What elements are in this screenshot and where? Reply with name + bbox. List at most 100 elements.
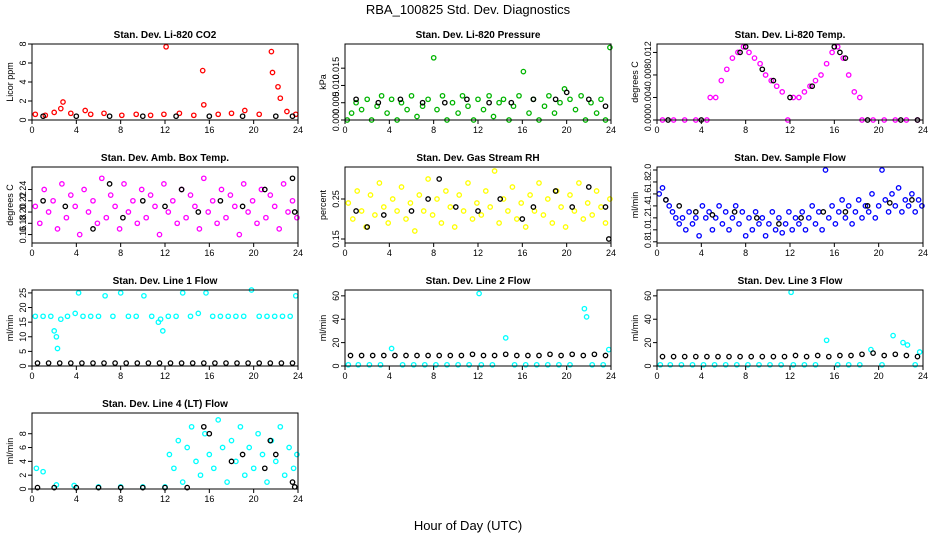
x-tick-label: 20 bbox=[562, 248, 572, 258]
data-point bbox=[723, 66, 730, 73]
data-point bbox=[805, 215, 812, 221]
data-point bbox=[818, 72, 824, 78]
data-point bbox=[241, 472, 248, 479]
data-point bbox=[802, 226, 809, 233]
data-point bbox=[264, 479, 270, 485]
data-point bbox=[875, 203, 882, 209]
data-point bbox=[716, 203, 722, 209]
black-data-point bbox=[513, 352, 520, 359]
black-data-point bbox=[45, 360, 52, 366]
black-data-point bbox=[585, 184, 592, 190]
black-data-point bbox=[419, 99, 426, 106]
data-point bbox=[856, 361, 863, 368]
black-data-point bbox=[347, 352, 354, 359]
data-point bbox=[500, 96, 507, 103]
black-data-point bbox=[195, 209, 202, 215]
data-point bbox=[460, 208, 467, 214]
data-point bbox=[237, 423, 244, 430]
panel-points bbox=[657, 289, 923, 368]
data-point bbox=[281, 472, 288, 479]
x-tick-label: 0 bbox=[654, 125, 659, 135]
x-tick-label: 0 bbox=[654, 371, 659, 381]
black-data-point bbox=[206, 113, 213, 120]
data-point bbox=[209, 313, 216, 320]
data-point bbox=[669, 209, 676, 215]
data-point bbox=[823, 60, 830, 67]
black-data-point bbox=[787, 94, 793, 101]
black-data-point bbox=[40, 197, 46, 204]
x-tick-label: 20 bbox=[249, 125, 259, 135]
data-point bbox=[101, 110, 107, 117]
black-data-point bbox=[602, 103, 609, 110]
x-tick-label: 12 bbox=[473, 371, 483, 381]
x-tick-label: 8 bbox=[431, 371, 436, 381]
data-point bbox=[50, 197, 56, 204]
data-point bbox=[500, 196, 507, 202]
data-point bbox=[378, 92, 385, 99]
data-point bbox=[845, 203, 852, 209]
black-data-point bbox=[178, 360, 185, 366]
black-data-point bbox=[519, 216, 526, 222]
data-point bbox=[842, 215, 849, 221]
data-point bbox=[480, 106, 487, 113]
y-tick-label: 10 bbox=[18, 332, 28, 342]
data-point bbox=[593, 110, 600, 116]
panel-title: Stan. Dev. Line 4 (LT) Flow bbox=[102, 399, 228, 410]
black-data-point bbox=[602, 352, 609, 359]
y-tick-label: 25 bbox=[18, 288, 28, 298]
data-point bbox=[82, 107, 89, 114]
data-point bbox=[294, 214, 300, 221]
data-point bbox=[511, 361, 518, 368]
data-point bbox=[502, 335, 509, 341]
data-point bbox=[205, 209, 212, 215]
data-point bbox=[165, 209, 172, 215]
x-tick-label: 24 bbox=[606, 248, 616, 258]
black-data-point bbox=[502, 351, 509, 358]
black-data-point bbox=[742, 43, 749, 50]
x-tick-label: 8 bbox=[743, 248, 748, 258]
data-point bbox=[487, 204, 494, 210]
data-point bbox=[474, 200, 480, 206]
black-data-point bbox=[436, 176, 443, 182]
data-point bbox=[36, 220, 43, 227]
black-data-point bbox=[530, 96, 537, 103]
panel-7: Stan. Dev. Line 1 Flow 0 4 8 12 16 20 24 0 5 10 15 2… bbox=[5, 276, 303, 381]
data-point bbox=[456, 192, 463, 198]
data-point bbox=[54, 345, 61, 352]
x-tick-label: 24 bbox=[293, 125, 303, 135]
data-point bbox=[799, 209, 806, 215]
data-point bbox=[829, 203, 835, 209]
data-point bbox=[117, 290, 124, 296]
data-point bbox=[581, 305, 588, 312]
x-tick-label: 24 bbox=[293, 494, 303, 504]
panel-3: Stan. Dev. Li-820 Temp.0 4 8 12 16 20 240.0000… bbox=[630, 30, 928, 135]
x-tick-label: 20 bbox=[874, 125, 884, 135]
data-point bbox=[782, 221, 789, 227]
data-point bbox=[241, 107, 248, 114]
data-point bbox=[722, 209, 729, 215]
y-tick-label: 6 bbox=[18, 60, 28, 65]
y-tick-label: 0.005 bbox=[331, 91, 341, 114]
data-point bbox=[449, 99, 456, 106]
data-point bbox=[451, 224, 458, 230]
data-point bbox=[607, 196, 613, 202]
data-point bbox=[722, 361, 729, 368]
data-point bbox=[103, 214, 110, 221]
x-tick-label: 24 bbox=[606, 371, 616, 381]
data-point bbox=[425, 96, 431, 103]
data-point bbox=[407, 200, 414, 206]
data-point bbox=[217, 313, 224, 320]
data-point bbox=[491, 168, 498, 174]
data-point bbox=[388, 96, 395, 103]
black-data-point bbox=[552, 96, 559, 103]
y-tick-label: 0 bbox=[331, 363, 341, 368]
x-tick-label: 24 bbox=[606, 125, 616, 135]
data-point bbox=[157, 316, 164, 323]
x-tick-label: 20 bbox=[562, 371, 572, 381]
black-data-point bbox=[831, 43, 838, 50]
y-tick-label: 60 bbox=[643, 291, 653, 301]
y-tick-label: 1.8 bbox=[643, 176, 653, 189]
x-tick-label: 16 bbox=[829, 371, 839, 381]
y-tick-label: 2 bbox=[18, 473, 28, 478]
data-point bbox=[184, 444, 191, 451]
